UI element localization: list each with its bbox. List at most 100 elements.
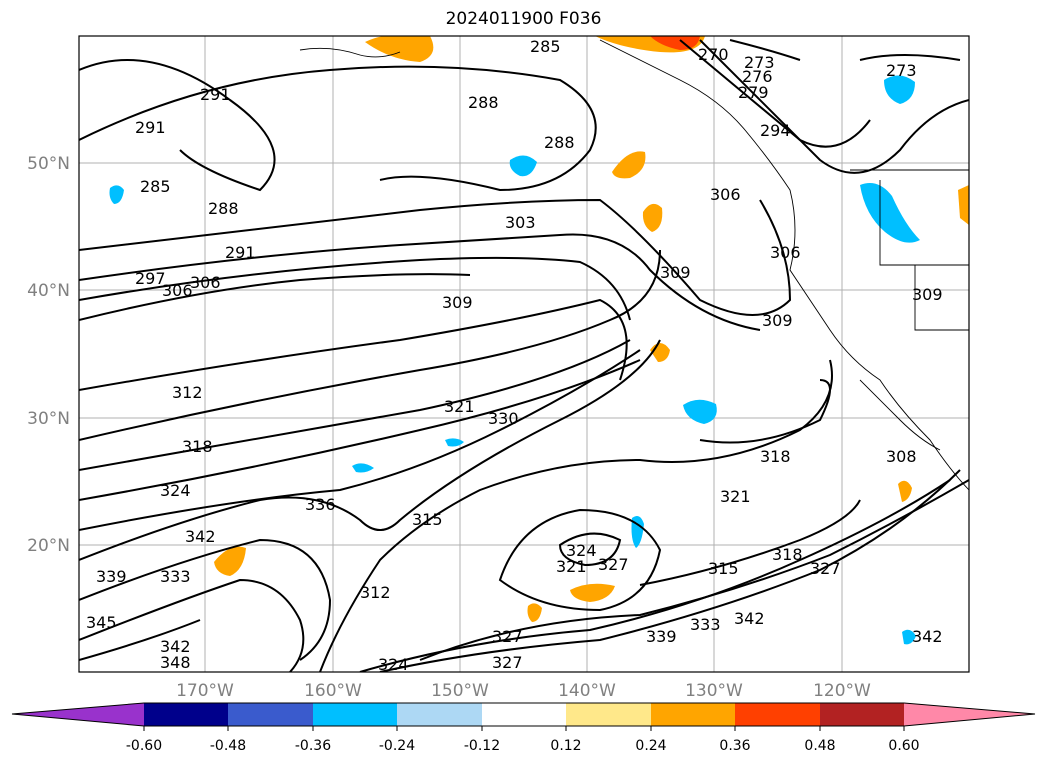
contour-label: 324 bbox=[378, 655, 409, 674]
colorbar-tick-label: 0.12 bbox=[550, 738, 581, 754]
contour-label: 324 bbox=[160, 481, 191, 500]
contour-label: 318 bbox=[760, 447, 791, 466]
contour-label: 294 bbox=[760, 121, 791, 140]
orange-patch bbox=[898, 480, 912, 502]
contour-label: 303 bbox=[505, 213, 536, 232]
contour-label: 348 bbox=[160, 653, 191, 672]
lat-tick-label: 50°N bbox=[27, 154, 70, 174]
blue-patch bbox=[445, 438, 464, 447]
orange-patch bbox=[612, 151, 646, 179]
blue-patch bbox=[884, 75, 915, 104]
colorbar-segment bbox=[820, 703, 904, 726]
contour-label: 308 bbox=[886, 447, 917, 466]
contour-label: 273 bbox=[886, 61, 917, 80]
colorbar-tick-label: -0.12 bbox=[464, 738, 500, 754]
contour-label: 321 bbox=[556, 557, 587, 576]
colorbar-segment bbox=[228, 703, 313, 726]
contour-label: 279 bbox=[738, 83, 769, 102]
contour-label: 342 bbox=[912, 627, 943, 646]
blue-patch bbox=[109, 185, 124, 204]
lon-tick-label: 170°W bbox=[176, 681, 234, 701]
colorbar-tick-label: 0.60 bbox=[888, 738, 919, 754]
contour-label: 291 bbox=[225, 243, 256, 262]
shaded-anomalies bbox=[109, 36, 969, 645]
orange-patch bbox=[365, 36, 434, 62]
lat-tick-label: 30°N bbox=[27, 409, 70, 429]
contour-label: 306 bbox=[190, 273, 221, 292]
lat-tick-label: 20°N bbox=[27, 536, 70, 556]
contour-label: 276 bbox=[742, 67, 773, 86]
blue-patch bbox=[509, 155, 537, 177]
colorbar-segment bbox=[735, 703, 820, 726]
contour-label: 309 bbox=[912, 285, 943, 304]
contour-label: 270 bbox=[698, 45, 729, 64]
colorbar-ticks bbox=[143, 726, 905, 731]
colorbar-tick-label: 0.48 bbox=[804, 738, 835, 754]
contour-label: 327 bbox=[598, 555, 629, 574]
colorbar-tick-label: -0.36 bbox=[295, 738, 331, 754]
contour-label: 285 bbox=[140, 177, 171, 196]
contour-label: 321 bbox=[720, 487, 751, 506]
contour-labels: 285 270 273 276 279 273 291 291 288 288 … bbox=[86, 37, 943, 674]
contour-label: 336 bbox=[305, 495, 336, 514]
colorbar-segment bbox=[313, 703, 397, 726]
orange-patch bbox=[527, 603, 542, 622]
contour-label: 345 bbox=[86, 613, 117, 632]
contour-label: 273 bbox=[744, 53, 775, 72]
contour-label: 312 bbox=[172, 383, 203, 402]
lat-tick-labels: 50°N 40°N 30°N 20°N bbox=[27, 154, 70, 556]
colorbar: -0.60 -0.48 -0.36 -0.24 -0.12 0.12 0.24 … bbox=[11, 702, 1036, 754]
contour-label: 333 bbox=[690, 615, 721, 634]
contour-label: 288 bbox=[544, 133, 575, 152]
contour-label: 288 bbox=[468, 93, 499, 112]
contour-label: 330 bbox=[488, 409, 519, 428]
plot-frame bbox=[78, 35, 970, 673]
blue-patch bbox=[631, 516, 644, 548]
lon-tick-label: 120°W bbox=[813, 681, 871, 701]
contour-label: 324 bbox=[566, 541, 597, 560]
lat-tick-label: 40°N bbox=[27, 281, 70, 301]
colorbar-extend-left bbox=[12, 703, 144, 726]
orange-patch bbox=[214, 546, 246, 576]
contour-label: 318 bbox=[182, 437, 213, 456]
contour-label: 327 bbox=[492, 627, 523, 646]
lon-tick-label: 140°W bbox=[558, 681, 616, 701]
contour-label: 297 bbox=[135, 269, 166, 288]
lon-tick-label: 150°W bbox=[431, 681, 489, 701]
contour-label: 318 bbox=[772, 545, 803, 564]
contour-lines bbox=[79, 39, 969, 672]
contour-label: 327 bbox=[810, 559, 841, 578]
colorbar-segment bbox=[397, 703, 482, 726]
contour-label: 315 bbox=[412, 510, 443, 529]
chart-title: 2024011900 F036 bbox=[445, 9, 602, 29]
colorbar-segment bbox=[144, 703, 228, 726]
contour-label: 309 bbox=[660, 263, 691, 282]
orange-patch bbox=[958, 185, 969, 225]
colorbar-extend-right bbox=[904, 703, 1035, 726]
contour-label: 306 bbox=[162, 281, 193, 300]
colorbar-segment bbox=[651, 703, 735, 726]
blue-patch bbox=[860, 183, 920, 243]
contour-label: 342 bbox=[734, 609, 765, 628]
orange-patch bbox=[570, 583, 615, 602]
blue-patch bbox=[683, 399, 717, 424]
blue-patch bbox=[902, 629, 916, 645]
colorbar-tick-label: -0.60 bbox=[126, 738, 162, 754]
contour-label: 291 bbox=[200, 85, 231, 104]
contour-label: 327 bbox=[492, 653, 523, 672]
colorbar-tick-label: 0.36 bbox=[719, 738, 750, 754]
lon-tick-labels: 170°W 160°W 150°W 140°W 130°W 120°W bbox=[176, 681, 871, 701]
contour-label: 315 bbox=[708, 559, 739, 578]
contour-label: 306 bbox=[710, 185, 741, 204]
contour-label: 288 bbox=[208, 199, 239, 218]
contour-label: 339 bbox=[646, 627, 677, 646]
contour-label: 342 bbox=[185, 527, 216, 546]
colorbar-segment bbox=[566, 703, 651, 726]
contour-label: 333 bbox=[160, 567, 191, 586]
colorbar-tick-label: -0.24 bbox=[379, 738, 415, 754]
orange-patch bbox=[642, 203, 663, 232]
blue-patch bbox=[352, 463, 374, 473]
contour-label: 339 bbox=[96, 567, 127, 586]
contour-label: 342 bbox=[160, 637, 191, 656]
